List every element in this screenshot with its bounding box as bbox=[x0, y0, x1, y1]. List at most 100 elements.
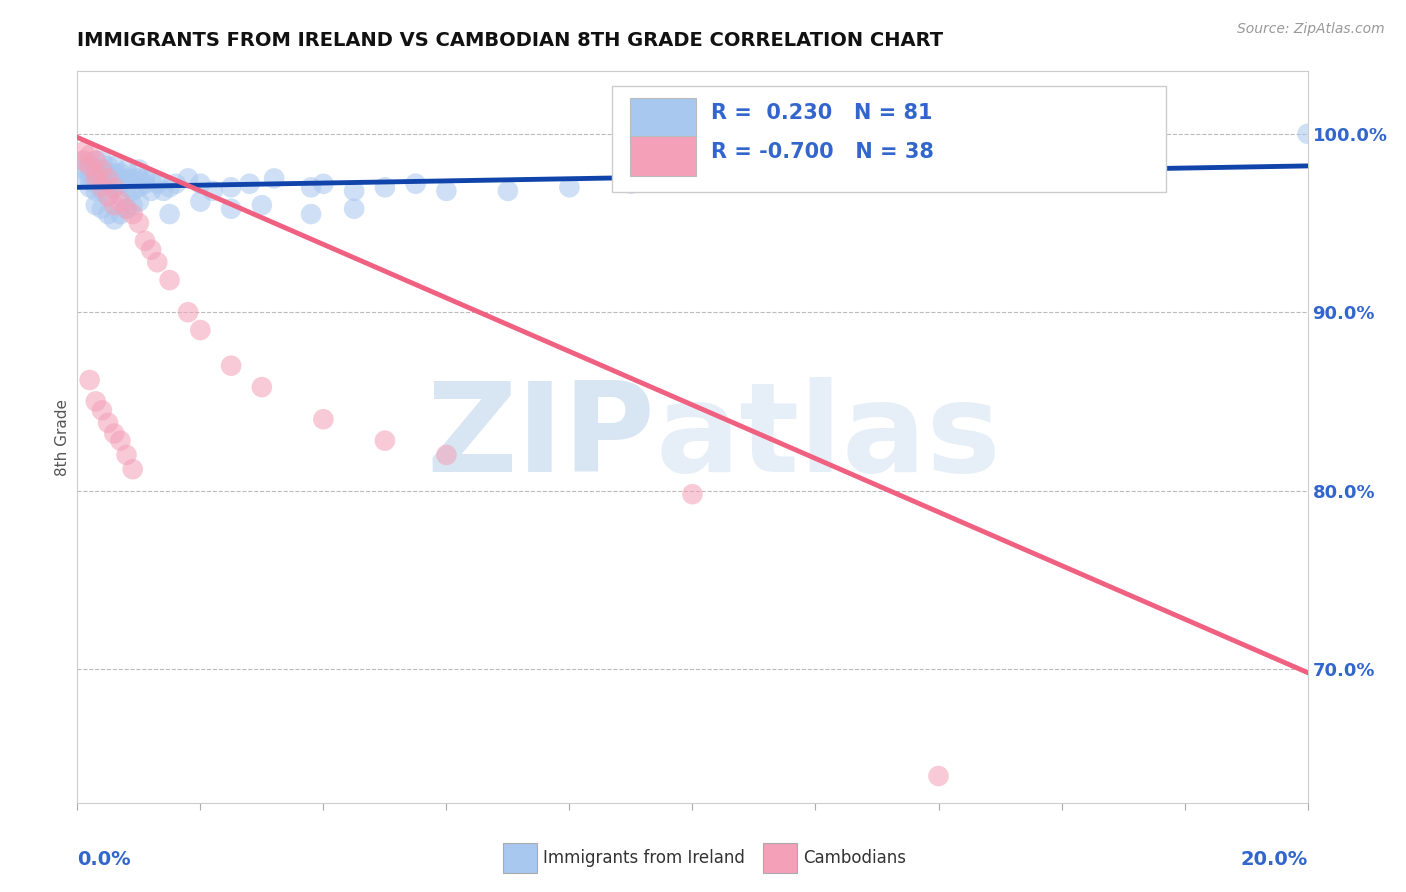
Point bbox=[79, 171, 101, 186]
Point bbox=[90, 202, 114, 216]
Point bbox=[72, 145, 94, 159]
Point bbox=[97, 189, 120, 203]
Text: IMMIGRANTS FROM IRELAND VS CAMBODIAN 8TH GRADE CORRELATION CHART: IMMIGRANTS FROM IRELAND VS CAMBODIAN 8TH… bbox=[77, 31, 943, 50]
Point bbox=[128, 180, 150, 194]
Text: Immigrants from Ireland: Immigrants from Ireland bbox=[543, 849, 745, 867]
Point bbox=[496, 184, 519, 198]
Point bbox=[159, 207, 181, 221]
Point bbox=[115, 162, 138, 177]
Point bbox=[115, 180, 138, 194]
Point bbox=[103, 212, 125, 227]
Point bbox=[115, 202, 138, 216]
Point bbox=[84, 171, 107, 186]
Point bbox=[90, 403, 114, 417]
Point bbox=[110, 194, 132, 209]
Text: 0.0%: 0.0% bbox=[77, 850, 131, 870]
Point bbox=[90, 162, 114, 177]
Point bbox=[84, 198, 107, 212]
Point bbox=[79, 180, 101, 194]
Point bbox=[146, 177, 169, 191]
Point bbox=[72, 171, 94, 186]
Text: ZIP: ZIP bbox=[427, 376, 655, 498]
Point bbox=[152, 184, 174, 198]
Text: R =  0.230   N = 81: R = 0.230 N = 81 bbox=[711, 103, 932, 123]
Point bbox=[1296, 127, 1319, 141]
Point bbox=[103, 171, 125, 186]
Point bbox=[141, 243, 163, 257]
Point bbox=[84, 171, 107, 186]
Point bbox=[103, 180, 125, 194]
Point bbox=[97, 166, 120, 180]
Point bbox=[97, 189, 120, 203]
Point bbox=[374, 434, 396, 448]
Point bbox=[188, 323, 212, 337]
Point bbox=[343, 202, 366, 216]
Point bbox=[97, 171, 120, 186]
Point bbox=[84, 153, 107, 168]
Point bbox=[97, 171, 120, 186]
Point bbox=[97, 159, 120, 173]
Point bbox=[250, 198, 273, 212]
Point bbox=[79, 159, 101, 173]
Point bbox=[558, 180, 581, 194]
Point bbox=[103, 180, 125, 194]
Text: Source: ZipAtlas.com: Source: ZipAtlas.com bbox=[1237, 22, 1385, 37]
Point bbox=[97, 207, 120, 221]
Point bbox=[90, 153, 114, 168]
Text: atlas: atlas bbox=[655, 376, 1001, 498]
Point bbox=[128, 171, 150, 186]
Point bbox=[159, 180, 181, 194]
FancyBboxPatch shape bbox=[630, 98, 696, 137]
Point bbox=[128, 216, 150, 230]
Point bbox=[97, 416, 120, 430]
Point bbox=[134, 177, 156, 191]
Point bbox=[110, 434, 132, 448]
Point bbox=[115, 171, 138, 186]
Point bbox=[121, 207, 143, 221]
Point bbox=[405, 177, 427, 191]
Point bbox=[1050, 153, 1073, 168]
Point bbox=[90, 184, 114, 198]
Point bbox=[436, 448, 458, 462]
Point bbox=[72, 153, 94, 168]
Point bbox=[928, 769, 950, 783]
Point bbox=[90, 177, 114, 191]
Point bbox=[103, 166, 125, 180]
Point bbox=[79, 373, 101, 387]
Point bbox=[201, 184, 224, 198]
Point bbox=[239, 177, 262, 191]
Point bbox=[312, 412, 335, 426]
Point bbox=[84, 166, 107, 180]
Point bbox=[103, 159, 125, 173]
Point bbox=[110, 171, 132, 186]
Y-axis label: 8th Grade: 8th Grade bbox=[55, 399, 70, 475]
Text: R = -0.700   N = 38: R = -0.700 N = 38 bbox=[711, 142, 934, 161]
Point bbox=[84, 162, 107, 177]
Point bbox=[110, 166, 132, 180]
Point bbox=[110, 207, 132, 221]
Point bbox=[79, 159, 101, 173]
Point bbox=[115, 448, 138, 462]
Point bbox=[128, 162, 150, 177]
Point bbox=[141, 184, 163, 198]
Point bbox=[177, 305, 200, 319]
Point bbox=[299, 207, 322, 221]
Point bbox=[165, 177, 187, 191]
Point bbox=[134, 234, 156, 248]
Point bbox=[374, 180, 396, 194]
FancyBboxPatch shape bbox=[613, 86, 1166, 192]
Point bbox=[79, 166, 101, 180]
Point bbox=[188, 194, 212, 209]
Point bbox=[115, 202, 138, 216]
FancyBboxPatch shape bbox=[630, 136, 696, 176]
Point bbox=[84, 184, 107, 198]
Point bbox=[682, 487, 704, 501]
Point bbox=[299, 180, 322, 194]
Point bbox=[72, 153, 94, 168]
Point bbox=[90, 162, 114, 177]
Point bbox=[110, 177, 132, 191]
Point bbox=[97, 177, 120, 191]
Point bbox=[682, 171, 704, 186]
Point bbox=[79, 148, 101, 162]
Point bbox=[84, 153, 107, 168]
